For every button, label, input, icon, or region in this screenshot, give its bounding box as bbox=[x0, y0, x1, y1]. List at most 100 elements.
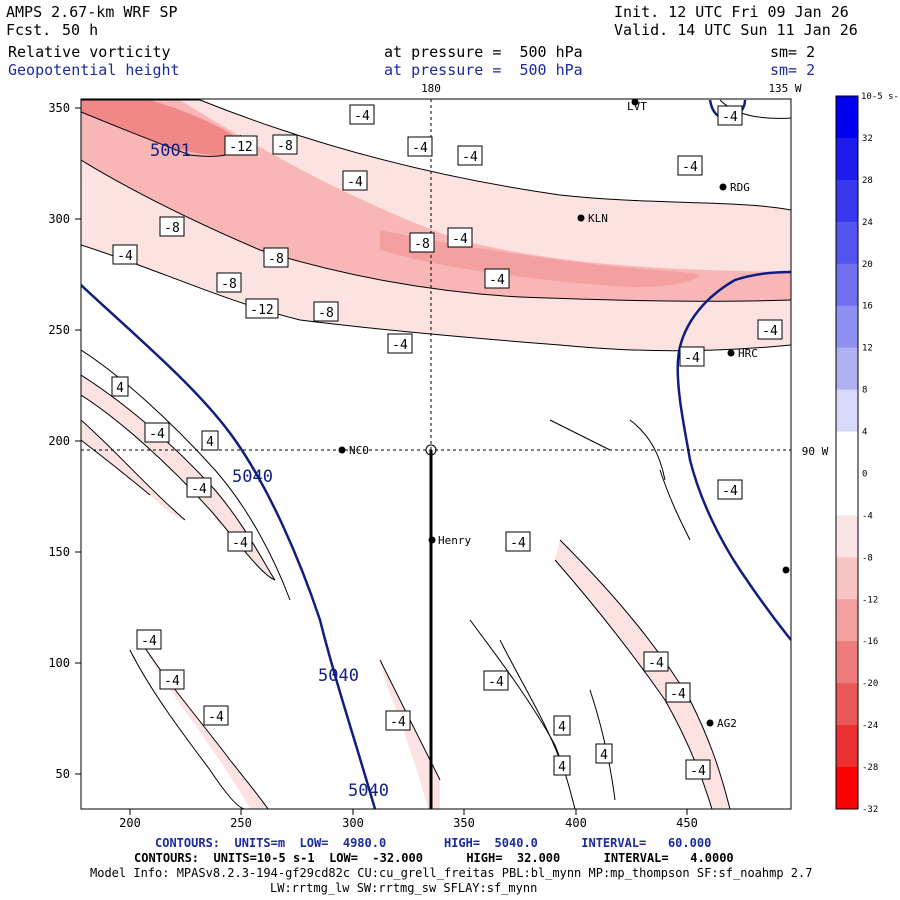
colorbar-label: 32 bbox=[862, 134, 873, 144]
init-time: Init. 12 UTC Fri 09 Jan 26 bbox=[614, 3, 849, 21]
x-tick: 450 bbox=[676, 816, 698, 830]
y-tick: 350 bbox=[48, 101, 70, 115]
vorticity-contour-label: -12 bbox=[224, 135, 258, 156]
valid-time: Valid. 14 UTC Sun 11 Jan 26 bbox=[614, 21, 858, 39]
y-tick: 250 bbox=[48, 323, 70, 337]
colorbar-swatch bbox=[836, 767, 858, 810]
vorticity-contour-label: -4 bbox=[685, 759, 711, 780]
vorticity-contour-label: -12 bbox=[245, 298, 279, 319]
vorticity-contour-label: -4 bbox=[203, 705, 229, 726]
colorbar-label: -28 bbox=[862, 763, 878, 773]
vorticity-contour-label: -4 bbox=[757, 319, 783, 340]
colorbar-label: 28 bbox=[862, 176, 873, 186]
x-tick: 350 bbox=[453, 816, 475, 830]
colorbar-label: -12 bbox=[862, 595, 878, 605]
svg-text:-4: -4 bbox=[510, 536, 526, 551]
y-tick: 150 bbox=[48, 545, 70, 559]
x-tick: 200 bbox=[119, 816, 141, 830]
forecast-hours: 50 h bbox=[62, 21, 99, 39]
svg-text:-8: -8 bbox=[277, 139, 293, 154]
vorticity-contour-label: -4 bbox=[159, 669, 185, 690]
lon-label-180: 180 bbox=[421, 82, 441, 95]
vorticity-contour-label: -4 bbox=[144, 422, 170, 443]
colorbar-label: -24 bbox=[862, 721, 878, 731]
vorticity-contour-label: 4 bbox=[553, 715, 571, 736]
colorbar-label: 0 bbox=[862, 469, 867, 479]
station-ag2: AG2 bbox=[717, 717, 737, 730]
svg-text:-8: -8 bbox=[414, 237, 430, 252]
svg-text:4: 4 bbox=[558, 760, 566, 775]
vorticity-contour-label: -4 bbox=[643, 651, 669, 672]
vorticity-contour-label: -4 bbox=[679, 346, 705, 367]
svg-text:-4: -4 bbox=[722, 484, 738, 499]
vorticity-contour-label: -4 bbox=[483, 670, 509, 691]
svg-text:4: 4 bbox=[116, 381, 124, 396]
station-rdg: RDG bbox=[730, 181, 750, 194]
svg-text:-4: -4 bbox=[164, 674, 180, 689]
colorbar-label: 8 bbox=[862, 386, 867, 396]
svg-text:-4: -4 bbox=[347, 175, 363, 190]
svg-text:-4: -4 bbox=[684, 351, 700, 366]
colorbar-swatch bbox=[836, 473, 858, 516]
svg-text:-8: -8 bbox=[164, 221, 180, 236]
vorticity-contour-label: -4 bbox=[505, 531, 531, 552]
station-lvt: LVT bbox=[627, 100, 647, 113]
colorbar-swatch bbox=[836, 221, 858, 265]
svg-text:-4: -4 bbox=[392, 338, 408, 353]
vorticity-contour-label: -4 bbox=[717, 479, 743, 500]
svg-text:-4: -4 bbox=[232, 536, 248, 551]
colorbar-label: -16 bbox=[862, 637, 878, 647]
vorticity-contour-label: -4 bbox=[112, 244, 138, 265]
y-tick: 300 bbox=[48, 212, 70, 226]
vorticity-contour-label: -4 bbox=[677, 155, 703, 176]
y-tick: 100 bbox=[48, 656, 70, 670]
colorbar-swatch bbox=[836, 179, 858, 223]
colorbar-swatch bbox=[836, 515, 858, 558]
colorbar-swatch bbox=[836, 263, 858, 307]
svg-text:-12: -12 bbox=[250, 303, 273, 318]
station-nco: NCO bbox=[349, 444, 369, 457]
y-tick: 200 bbox=[48, 434, 70, 448]
svg-text:-8: -8 bbox=[268, 252, 284, 267]
svg-text:-4: -4 bbox=[390, 715, 406, 730]
lon-label-135w: 135 W bbox=[768, 82, 801, 95]
field2-smoothing: sm= 2 bbox=[770, 61, 816, 79]
colorbar-label: -32 bbox=[862, 805, 878, 815]
svg-text:-4: -4 bbox=[117, 249, 133, 264]
svg-text:4: 4 bbox=[206, 435, 214, 450]
station-kln: KLN bbox=[588, 212, 608, 225]
vorticity-contour-label: -8 bbox=[216, 272, 242, 293]
station-henry: Henry bbox=[438, 534, 471, 547]
vorticity-contour-label: 4 bbox=[595, 743, 613, 764]
colorbar-label: -20 bbox=[862, 679, 878, 689]
model-info-2: LW:rrtmg_lw SW:rrtmg_sw SFLAY:sf_mynn bbox=[270, 881, 538, 895]
field2-level: at pressure = 500 hPa bbox=[384, 61, 583, 79]
vorticity-contour-label: -8 bbox=[263, 247, 289, 268]
svg-text:-12: -12 bbox=[229, 140, 252, 155]
vorticity-contour-label: -4 bbox=[407, 136, 433, 157]
height-label: 5040 bbox=[348, 781, 389, 801]
colorbar-swatch bbox=[836, 683, 858, 726]
svg-text:-4: -4 bbox=[489, 273, 505, 288]
lon-label-90w: 90 W bbox=[802, 445, 829, 458]
station-hrc: HRC bbox=[738, 347, 758, 360]
colorbar-units: 10-5 s-1 bbox=[861, 92, 900, 102]
colorbar-swatch bbox=[836, 137, 858, 181]
height-label: 5001 bbox=[150, 141, 191, 161]
model-title: AMPS 2.67-km WRF SP bbox=[6, 3, 178, 21]
svg-text:-4: -4 bbox=[690, 764, 706, 779]
svg-text:-4: -4 bbox=[488, 675, 504, 690]
vorticity-contour-label: 4 bbox=[201, 430, 219, 451]
vorticity-contour-label: -4 bbox=[717, 105, 743, 126]
vorticity-contour-label: -4 bbox=[387, 333, 413, 354]
svg-text:-4: -4 bbox=[191, 482, 207, 497]
colorbar: 32 28 24 20 16 12 8 4 0 -4 -8 -12 -16 -20 -24 -28 -32 bbox=[835, 95, 878, 815]
svg-text:4: 4 bbox=[600, 748, 608, 763]
svg-text:-4: -4 bbox=[682, 160, 698, 175]
svg-text:-4: -4 bbox=[208, 710, 224, 725]
colorbar-swatch bbox=[836, 641, 858, 684]
colorbar-label: 24 bbox=[862, 218, 873, 228]
colorbar-label: 12 bbox=[862, 344, 873, 354]
height-label: 5040 bbox=[318, 666, 359, 686]
